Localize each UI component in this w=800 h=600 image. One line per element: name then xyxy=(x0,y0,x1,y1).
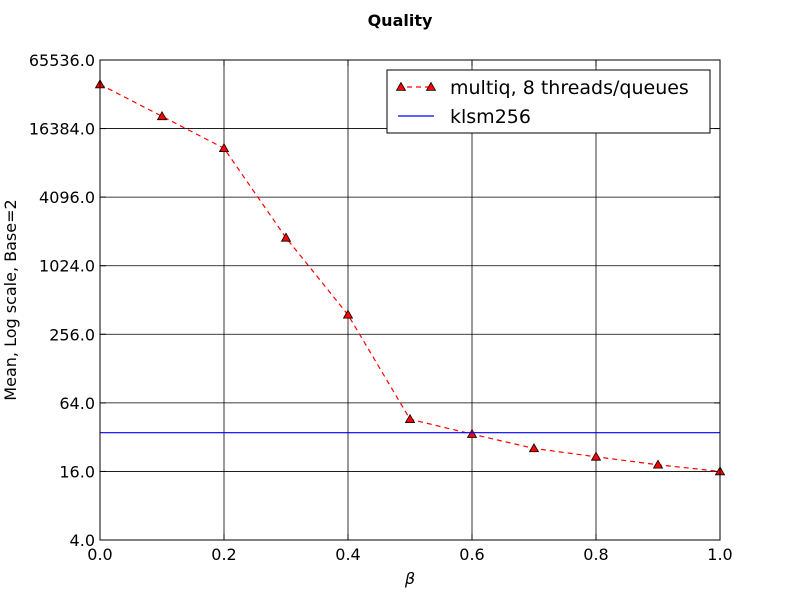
series-0 xyxy=(94,79,726,476)
y-tick-label: 64.0 xyxy=(59,394,95,413)
y-tick-label: 16384.0 xyxy=(29,120,95,139)
data-point xyxy=(280,232,292,242)
legend-item: multiq, 8 threads/queues xyxy=(395,77,689,99)
data-point xyxy=(404,413,416,423)
data-point xyxy=(652,459,664,469)
x-tick-label: 0.4 xyxy=(335,545,360,564)
x-tick-label: 0.2 xyxy=(211,545,236,564)
x-tick-label: 0.0 xyxy=(87,545,112,564)
legend-label: klsm256 xyxy=(450,106,531,128)
series-line xyxy=(99,83,721,473)
legend-label: multiq, 8 threads/queues xyxy=(450,77,689,99)
x-tick-label: 0.8 xyxy=(583,545,608,564)
y-tick-label: 4.0 xyxy=(70,531,95,550)
y-tick-label: 1024.0 xyxy=(39,257,95,276)
data-point xyxy=(342,309,354,319)
x-tick-label: 0.6 xyxy=(459,545,484,564)
x-axis-ticks: 0.0 0.2 0.4 0.6 0.8 1.0 xyxy=(87,60,733,564)
y-tick-label: 65536.0 xyxy=(29,51,95,70)
data-point xyxy=(156,110,168,121)
legend-item: klsm256 xyxy=(398,106,531,128)
plot-area-frame xyxy=(99,59,721,541)
y-axis-ticks: 4.0 16.0 64.0 256.0 1024.0 4096.0 16384.0 65536… xyxy=(29,51,720,550)
x-tick-label: 1.0 xyxy=(707,545,732,564)
legend-box xyxy=(386,69,711,134)
data-point xyxy=(218,142,230,153)
data-point xyxy=(528,443,540,453)
legend: multiq, 8 threads/queues klsm256 xyxy=(386,69,711,134)
y-tick-label: 4096.0 xyxy=(39,188,95,207)
y-tick-label: 256.0 xyxy=(49,325,95,344)
y-axis-label: Mean, Log scale, Base=2 xyxy=(1,199,20,400)
x-axis-label: β xyxy=(404,569,415,588)
series-layer xyxy=(94,79,726,476)
data-point xyxy=(590,451,602,461)
legend-marker xyxy=(425,81,437,91)
y-tick-label: 16.0 xyxy=(59,462,95,481)
legend-marker xyxy=(395,81,407,91)
chart-title: Quality xyxy=(368,11,433,30)
data-point xyxy=(466,428,478,438)
